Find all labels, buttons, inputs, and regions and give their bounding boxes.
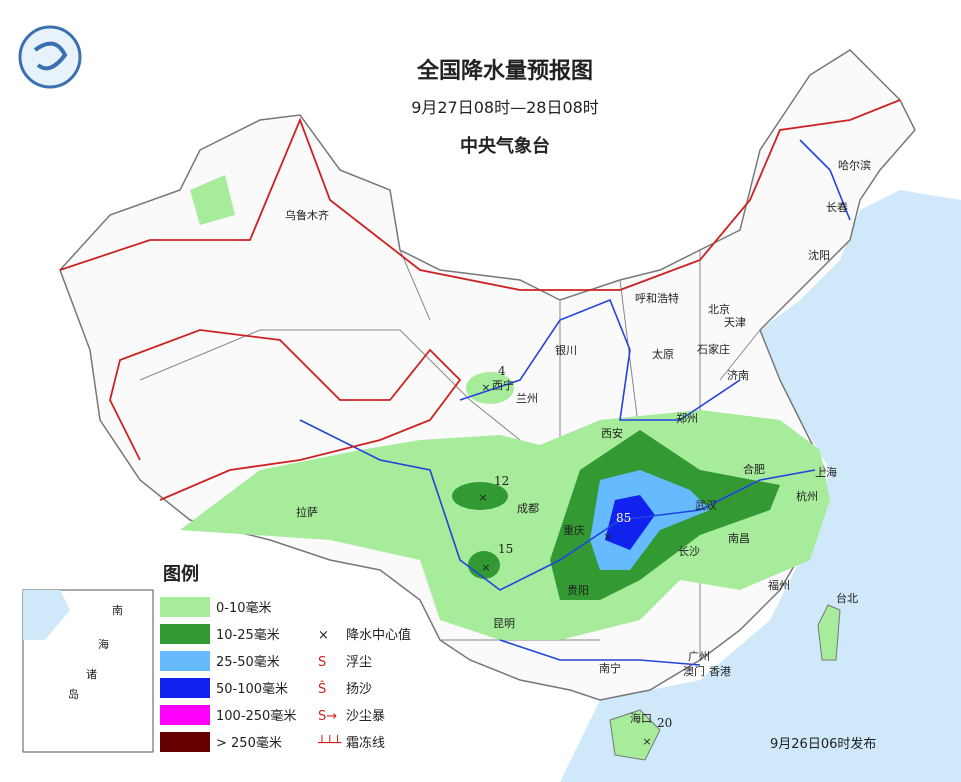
rain-50-100 xyxy=(605,495,655,550)
city: 杭州 xyxy=(796,489,818,503)
city: 上海 xyxy=(815,465,837,479)
legend-title: 图例 xyxy=(163,563,199,585)
city: 拉萨 xyxy=(296,505,318,519)
rain-10-25 xyxy=(452,482,508,510)
legend-swatch xyxy=(160,651,210,671)
center-mark: × xyxy=(603,530,612,543)
city: 呼和浩特 xyxy=(635,291,679,305)
logo xyxy=(18,25,82,89)
city: 南宁 xyxy=(599,661,621,675)
city: 西安 xyxy=(601,426,623,440)
center-mark: × xyxy=(481,561,490,574)
legend-label: > 250毫米 xyxy=(216,735,282,751)
legend-label: 10-25毫米 xyxy=(216,627,280,643)
legend-symbol: × xyxy=(318,628,329,643)
yangtze xyxy=(299,419,816,591)
city: 昆明 xyxy=(493,617,515,630)
city: 济南 xyxy=(727,368,749,382)
city: 天津 xyxy=(724,316,746,329)
city: 沈阳 xyxy=(808,248,830,262)
hainan xyxy=(609,709,661,761)
city: 郑州 xyxy=(676,411,698,425)
rivers xyxy=(499,139,851,666)
logo-mark xyxy=(33,41,68,71)
legend-symbol: S→ xyxy=(318,709,337,724)
city: 重庆 xyxy=(563,523,585,537)
city: 合肥 xyxy=(743,462,765,476)
city: 银川 xyxy=(555,343,577,357)
center-mark: × xyxy=(481,381,490,394)
city: 长春 xyxy=(826,201,848,214)
city: 成都 xyxy=(517,502,539,515)
legend-label: 降水中心值 xyxy=(346,627,411,643)
city: 广州 xyxy=(688,650,710,663)
issue-time: 9月26日06时发布 xyxy=(770,736,876,752)
center-value: 15 xyxy=(498,542,513,556)
frost-line xyxy=(59,99,901,291)
city: 台北 xyxy=(836,591,858,605)
legend-swatch xyxy=(160,732,210,752)
inset-label: 海 xyxy=(98,637,109,651)
inset-label: 诸 xyxy=(86,668,97,681)
center-mark: × xyxy=(478,491,487,504)
city: 福州 xyxy=(768,578,790,592)
legend-label: 霜冻线 xyxy=(346,735,385,751)
sea xyxy=(560,190,961,782)
city: 西宁 xyxy=(492,378,514,392)
legend-label: 100-250毫米 xyxy=(216,708,296,724)
city: 乌鲁木齐 xyxy=(285,208,329,222)
city: 澳门 xyxy=(683,664,705,678)
city: 兰州 xyxy=(516,392,538,405)
legend-swatch xyxy=(160,678,210,698)
city: 北京 xyxy=(708,302,730,316)
city: 海口 xyxy=(630,711,652,725)
legend-label: 扬沙 xyxy=(346,682,372,697)
taiwan xyxy=(817,604,841,661)
period: 9月27日08时—28日08时 xyxy=(411,98,599,117)
legend-label: 沙尘暴 xyxy=(346,709,385,724)
center-value: 20 xyxy=(657,716,672,730)
legend-label: 浮尘 xyxy=(346,655,372,670)
city: 哈尔滨 xyxy=(838,158,871,172)
city: 香港 xyxy=(709,665,731,678)
precip-centers: × 4 × 12 × 15 × 85 × 20 xyxy=(478,364,672,748)
legend-swatch xyxy=(160,597,210,617)
rain-0-10 xyxy=(466,372,514,404)
title: 全国降水量预报图 xyxy=(416,58,593,84)
city: 武汉 xyxy=(695,499,717,512)
legend-label: 0-10毫米 xyxy=(216,600,272,616)
city: 贵阳 xyxy=(567,584,589,597)
city: 长沙 xyxy=(678,545,700,558)
legend-label: 25-50毫米 xyxy=(216,654,280,670)
city: 太原 xyxy=(652,348,674,361)
city: 南昌 xyxy=(728,532,750,545)
inset-sea xyxy=(23,590,70,640)
cities: 乌鲁木齐 哈尔滨 长春 沈阳 呼和浩特 北京 天津 石家庄 太原 银川 西宁 兰… xyxy=(285,158,871,725)
inset-label: 岛 xyxy=(68,687,79,701)
center-value: 4 xyxy=(498,364,506,378)
legend-swatch xyxy=(160,705,210,725)
legend-label: 50-100毫米 xyxy=(216,681,288,697)
center-value: 12 xyxy=(494,474,509,488)
issuer: 中央气象台 xyxy=(460,135,550,157)
center-mark: × xyxy=(642,735,651,748)
legend-symbol: Ŝ xyxy=(318,681,326,697)
frost-line xyxy=(109,329,462,501)
yellow-river xyxy=(459,298,741,421)
legend-swatch xyxy=(160,624,210,644)
legend-symbol: S xyxy=(318,655,326,670)
center-value: 85 xyxy=(616,511,631,525)
inset-label: 南 xyxy=(112,604,123,617)
legend-symbol: ┴┴┴ xyxy=(317,734,342,751)
city: 石家庄 xyxy=(697,342,730,356)
rain-0-10 xyxy=(190,175,235,225)
legend: 0-10毫米 10-25毫米 25-50毫米 50-100毫米 100-250毫米 > 2… xyxy=(160,597,411,752)
